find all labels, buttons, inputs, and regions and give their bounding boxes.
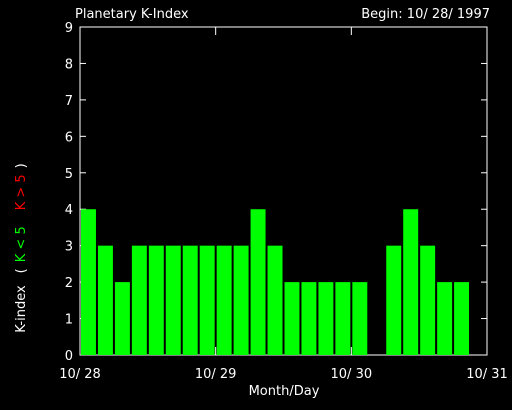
chart-title: Planetary K-Index: [75, 7, 189, 22]
bar: [437, 282, 453, 355]
bar: [81, 209, 96, 355]
bar: [267, 245, 283, 355]
bar: [165, 245, 181, 355]
bar: [318, 282, 334, 355]
y-tick-label: 4: [65, 203, 73, 218]
y-tick-label: 6: [65, 130, 73, 145]
y-tick-label: 0: [65, 349, 73, 364]
bar: [386, 245, 402, 355]
x-tick-label: 10/ 28: [59, 367, 101, 382]
x-tick-label: 10/ 31: [466, 367, 508, 382]
bar: [131, 245, 147, 355]
bar: [403, 209, 419, 355]
x-axis-label: Month/Day: [249, 384, 320, 399]
y-label-open: (: [14, 268, 29, 273]
y-tick-label: 1: [65, 313, 73, 328]
y-tick-label: 2: [65, 276, 73, 291]
y-tick-label: 8: [65, 57, 73, 72]
y-label-text: K-index: [14, 285, 29, 333]
bar: [182, 245, 198, 355]
plot-frame: [79, 26, 488, 356]
x-tick-label: 10/ 30: [331, 367, 373, 382]
bar: [301, 282, 317, 355]
bar: [216, 245, 232, 355]
x-tick-label: 10/ 29: [195, 367, 237, 382]
y-tick-label: 7: [65, 94, 73, 109]
legend-entry: K > 5: [14, 174, 29, 210]
y-tick-label: 9: [65, 21, 73, 36]
bar: [335, 282, 351, 355]
bar: [97, 245, 113, 355]
bar: [250, 209, 266, 355]
y-label-close: ): [14, 163, 29, 168]
y-tick-label: 3: [65, 240, 73, 255]
bar: [114, 282, 130, 355]
legend-entry: K < 5: [14, 226, 29, 262]
bar: [352, 282, 368, 355]
bar: [420, 245, 436, 355]
bar: [233, 245, 249, 355]
bar: [284, 282, 300, 355]
y-tick-label: 5: [65, 167, 73, 182]
y-axis-label: K-index ( K < 5 K > 5): [14, 163, 29, 332]
bar: [148, 245, 164, 355]
bar: [454, 282, 470, 355]
chart-subtitle: Begin: 10/ 28/ 1997: [361, 7, 490, 22]
bar: [199, 245, 215, 355]
